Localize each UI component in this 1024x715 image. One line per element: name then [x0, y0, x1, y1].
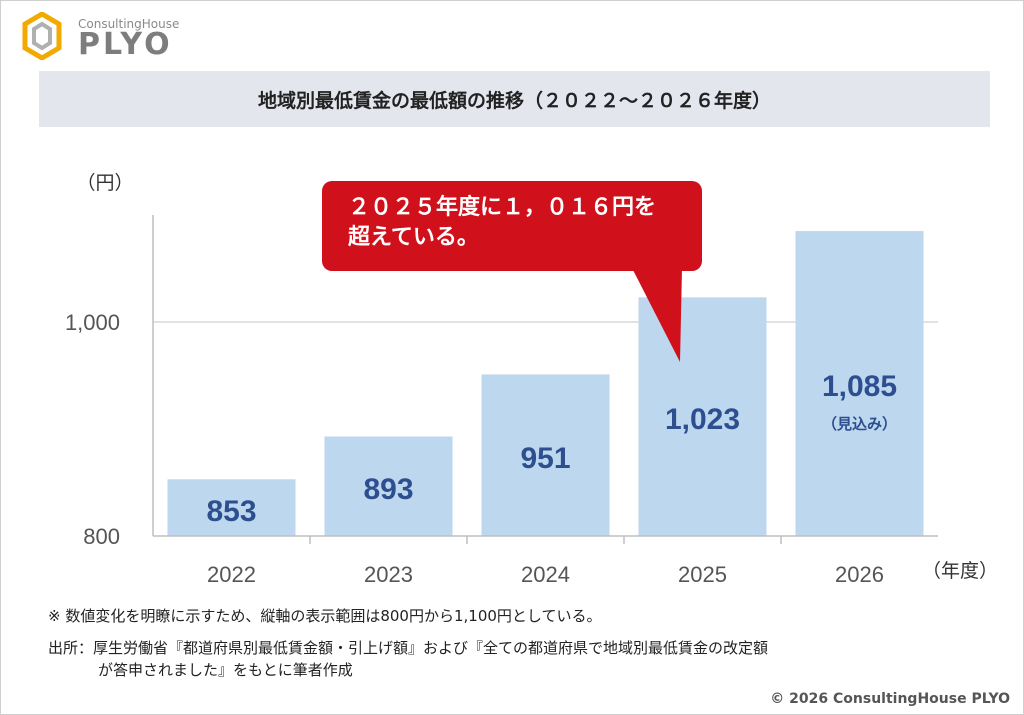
- bar-2023: [324, 436, 453, 536]
- data-label: 951: [520, 442, 570, 475]
- x-tick-label: 2022: [207, 562, 256, 587]
- y-axis-label: （円）: [76, 172, 133, 194]
- y-tick-label: 800: [83, 524, 120, 549]
- callout-pointer: [632, 268, 682, 362]
- bar-2025: [638, 297, 767, 536]
- source-line-1: 出所：厚生労働省『都道府県別最低賃金額・引上げ額』および『全ての都道府県で地域別…: [48, 639, 769, 657]
- x-axis-label: （年度）: [922, 560, 998, 582]
- brand-small-text: ConsultingHouse: [78, 17, 180, 31]
- data-label: 893: [363, 473, 413, 506]
- callout-text: ２０２５年度に１，０１６円を 超えている。: [322, 193, 702, 253]
- note-axis-range: ※ 数値変化を明瞭に示すため、縦軸の表示範囲は800円から1,100円としている…: [48, 607, 602, 625]
- callout-bubble: [322, 181, 702, 271]
- chart-title: 地域別最低賃金の最低額の推移（２０２２～２０２６年度）: [257, 89, 771, 112]
- title-bar: 地域別最低賃金の最低額の推移（２０２２～２０２６年度）: [39, 71, 990, 127]
- callout-line-1: ２０２５年度に１，０１６円を: [348, 195, 657, 220]
- source-line-2: が答申されました』をもとに筆者作成: [98, 661, 353, 679]
- data-label: 1,023: [665, 403, 740, 436]
- hexagon-logo-icon: [22, 11, 62, 61]
- copyright: © 2026 ConsultingHouse PLYO: [770, 691, 1010, 707]
- bar-2022: [167, 479, 296, 536]
- x-tick-label: 2024: [521, 562, 570, 587]
- data-sub-label: （見込み）: [822, 415, 897, 433]
- y-tick-label: 1,000: [65, 310, 120, 335]
- x-tick-label: 2025: [678, 562, 727, 587]
- brand-name: PLYO: [78, 27, 173, 62]
- x-tick-label: 2023: [364, 562, 413, 587]
- callout-line-2: 超えている。: [348, 225, 479, 250]
- brand-logo: ConsultingHouse PLYO: [22, 11, 212, 64]
- data-label: 1,085: [822, 370, 897, 403]
- bar-2026: [795, 231, 924, 537]
- data-label: 853: [206, 495, 256, 528]
- x-tick-label: 2026: [835, 562, 884, 587]
- bar-2024: [481, 374, 610, 536]
